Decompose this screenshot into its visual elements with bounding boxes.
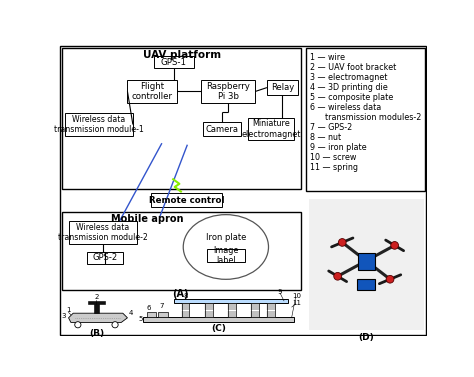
Text: 7 — GPS-2: 7 — GPS-2: [310, 123, 353, 132]
Text: (C): (C): [211, 324, 226, 333]
Circle shape: [75, 322, 81, 328]
Bar: [63, 48, 301, 189]
Text: 9 — iron plate: 9 — iron plate: [310, 143, 367, 152]
Bar: [207, 248, 245, 262]
Text: 8: 8: [183, 293, 188, 299]
Text: GPS-1: GPS-1: [161, 58, 187, 67]
Text: Mobile apron: Mobile apron: [110, 214, 183, 224]
Bar: [201, 80, 255, 103]
Polygon shape: [147, 312, 156, 317]
Text: 3: 3: [62, 313, 66, 319]
Polygon shape: [205, 303, 213, 317]
Circle shape: [338, 239, 346, 246]
Polygon shape: [228, 303, 236, 317]
Text: (A): (A): [172, 289, 188, 299]
Polygon shape: [88, 301, 105, 304]
Polygon shape: [69, 313, 128, 322]
Polygon shape: [158, 312, 168, 317]
Text: 1: 1: [66, 307, 71, 313]
Text: Wireless data
transmission module-2: Wireless data transmission module-2: [58, 223, 147, 242]
Text: (B): (B): [89, 329, 104, 338]
Bar: [306, 48, 425, 191]
Polygon shape: [251, 303, 259, 317]
Text: Remote control: Remote control: [149, 196, 224, 204]
Text: 4 — 3D printing die: 4 — 3D printing die: [310, 83, 388, 92]
Bar: [267, 80, 298, 95]
Text: Raspberry
Pi 3b: Raspberry Pi 3b: [206, 82, 250, 101]
Bar: [154, 56, 194, 68]
Bar: [357, 279, 375, 290]
Text: Camera: Camera: [206, 125, 238, 134]
Bar: [202, 122, 241, 136]
Circle shape: [391, 242, 399, 249]
Text: 11: 11: [292, 300, 301, 306]
Text: 5 — composite plate: 5 — composite plate: [310, 93, 393, 102]
Text: UAV platform: UAV platform: [143, 50, 221, 60]
Polygon shape: [94, 304, 99, 313]
Bar: [309, 199, 423, 330]
Text: 6: 6: [147, 305, 151, 311]
Circle shape: [386, 275, 394, 283]
Text: Miniature
electromagnet: Miniature electromagnet: [241, 120, 301, 139]
Bar: [69, 221, 137, 244]
Text: 4: 4: [128, 310, 133, 316]
Bar: [357, 253, 374, 270]
Text: (D): (D): [358, 333, 374, 342]
Bar: [247, 118, 294, 140]
Bar: [87, 251, 123, 264]
Text: Wireless data
transmission module-1: Wireless data transmission module-1: [54, 115, 144, 134]
Text: 9: 9: [278, 289, 283, 295]
Text: GPS-2: GPS-2: [92, 253, 118, 262]
Polygon shape: [267, 303, 275, 317]
Ellipse shape: [183, 215, 268, 279]
Bar: [63, 211, 301, 290]
Text: 2 — UAV foot bracket: 2 — UAV foot bracket: [310, 63, 397, 72]
Polygon shape: [182, 303, 190, 317]
Text: 10 — screw: 10 — screw: [310, 153, 357, 162]
Polygon shape: [143, 317, 294, 322]
Text: 8 — nut: 8 — nut: [310, 133, 341, 142]
Text: Iron plate: Iron plate: [206, 233, 246, 242]
Bar: [151, 193, 222, 207]
Text: 11 — spring: 11 — spring: [310, 163, 358, 172]
Text: 10: 10: [292, 293, 301, 299]
Text: Relay: Relay: [271, 83, 294, 92]
Circle shape: [334, 273, 342, 280]
Bar: [128, 80, 177, 103]
Polygon shape: [174, 299, 288, 303]
Text: 1 — wire: 1 — wire: [310, 53, 346, 62]
Text: Flight
controller: Flight controller: [132, 82, 173, 101]
Text: 2: 2: [94, 294, 99, 300]
Text: transmission modules-2: transmission modules-2: [310, 113, 422, 122]
Circle shape: [112, 322, 118, 328]
Text: 7: 7: [159, 303, 164, 309]
Text: 3 — electromagnet: 3 — electromagnet: [310, 73, 388, 82]
Text: 6 — wireless data: 6 — wireless data: [310, 103, 382, 112]
Bar: [64, 113, 133, 136]
Text: Image
label: Image label: [213, 246, 238, 265]
Text: 5: 5: [138, 316, 143, 322]
